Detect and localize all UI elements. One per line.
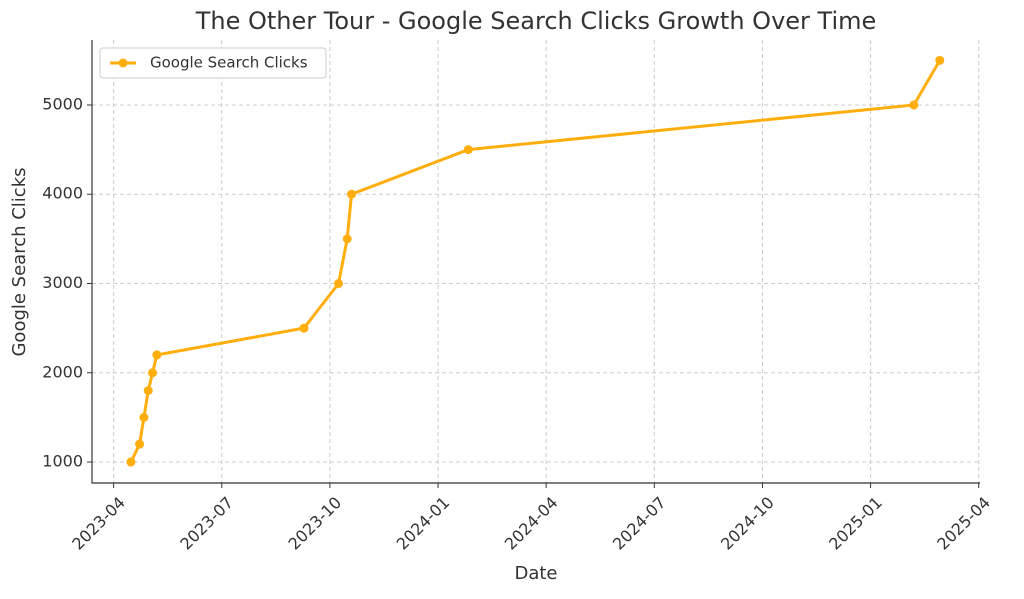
point (935, 55, 945, 65)
x-tick-label: 2024-04 (501, 493, 562, 554)
x-tick-label: 2023-07 (176, 493, 237, 554)
point (342, 234, 352, 244)
point (463, 145, 473, 155)
point (909, 100, 919, 110)
point (299, 323, 309, 333)
point (152, 350, 162, 360)
x-tick-label: 2023-10 (284, 493, 345, 554)
point (143, 386, 153, 396)
point (139, 412, 149, 422)
x-tick-label: 2024-01 (393, 493, 454, 554)
x-tick-label: 2025-01 (825, 493, 886, 554)
point (135, 439, 145, 449)
axis (91, 40, 980, 484)
x-tick-label: 2025-04 (933, 493, 994, 554)
legend-box (99, 47, 327, 79)
y-tick-label: 2000 (42, 362, 83, 381)
point (126, 457, 136, 467)
y-tick-label: 5000 (42, 94, 83, 113)
x-axis-label: Date (514, 563, 557, 584)
legend-label: Google Search Clicks (150, 54, 308, 72)
x-tick-label: 2023-04 (68, 493, 129, 554)
y-tick-label: 3000 (42, 273, 83, 292)
point (148, 368, 158, 378)
chart-title: The Other Tour - Google Search Clicks Gr… (195, 7, 877, 35)
x-tick-label: 2024-07 (609, 493, 670, 554)
point (334, 279, 344, 289)
x-tick-label: 2024-10 (717, 493, 778, 554)
y-tick-label: 4000 (42, 184, 83, 203)
legend-marker (118, 58, 128, 68)
line (129, 59, 942, 463)
y-axis-label: Google Search Clicks (9, 167, 30, 356)
point (347, 189, 357, 199)
y-tick-label: 1000 (42, 452, 83, 471)
